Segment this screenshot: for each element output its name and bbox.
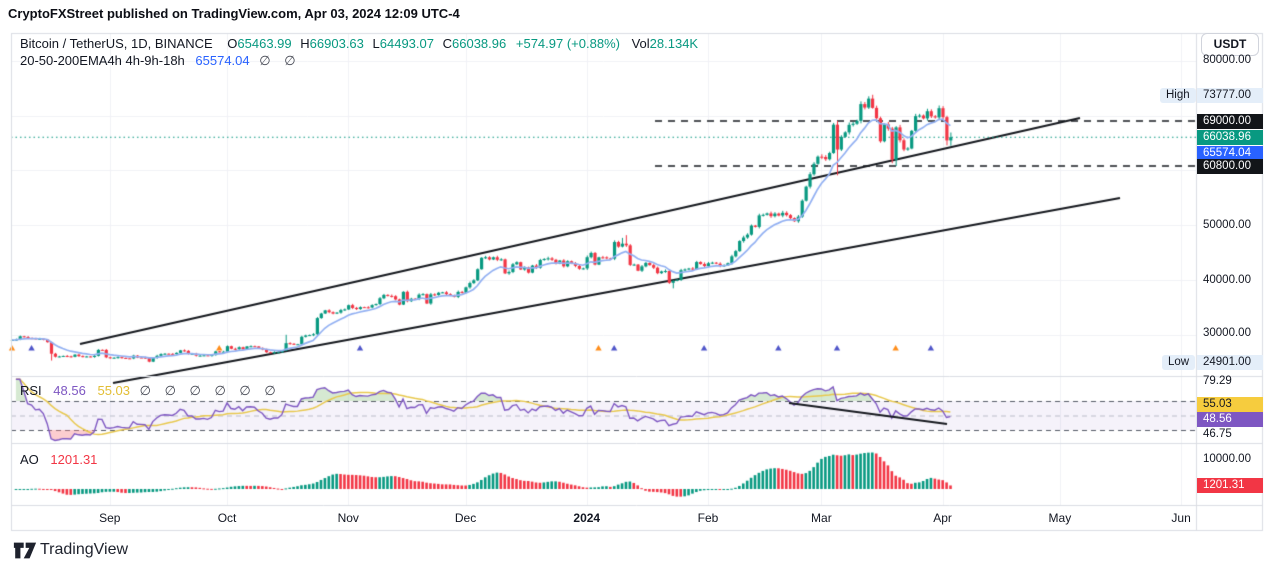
time-axis-label: Sep xyxy=(99,511,121,525)
open-label: O xyxy=(227,36,238,51)
rsi-axis-label: 55.03 xyxy=(1197,396,1263,412)
high-price-tag: High xyxy=(1160,87,1196,103)
low-value: 64493.07 xyxy=(379,36,434,51)
time-axis-label: Oct xyxy=(217,511,237,525)
high-value: 66903.63 xyxy=(309,36,364,51)
attribution-text: CryptoFXStreet published on TradingView.… xyxy=(8,6,460,21)
volume-label: Vol xyxy=(631,36,650,51)
ema-indicator-legend[interactable]: 20-50-200EMA4h 4h-9h-18h 65574.04 ∅ ∅ xyxy=(20,53,301,69)
time-axis-label: May xyxy=(1048,511,1072,525)
symbol-legend[interactable]: Bitcoin / TetherUS, 1D, BINANCE O65463.9… xyxy=(20,36,698,51)
price-level-label: 60800.00 xyxy=(1197,158,1263,174)
rsi-value: 48.56 xyxy=(53,383,86,398)
rsi-empty-values: ∅ ∅ ∅ ∅ ∅ ∅ xyxy=(139,383,281,398)
high-price-value: 73777.00 xyxy=(1197,87,1263,103)
rsi-axis-label: 79.29 xyxy=(1203,375,1232,387)
ao-indicator-legend[interactable]: AO 1201.31 xyxy=(20,452,97,467)
time-axis-label: Dec xyxy=(454,511,477,525)
close-value: 66038.96 xyxy=(452,36,507,51)
rsi-axis-label: 48.56 xyxy=(1197,411,1263,427)
high-label: H xyxy=(300,36,310,51)
low-price-value: 24901.00 xyxy=(1197,354,1263,370)
price-level-label: 69000.00 xyxy=(1197,113,1263,129)
price-axis-label: 40000.00 xyxy=(1203,274,1251,286)
open-value: 65463.99 xyxy=(237,36,292,51)
time-axis-label: Mar xyxy=(811,511,832,525)
price-level-label: 66038.96 xyxy=(1197,129,1263,145)
volume-value: 28.134K xyxy=(649,36,699,51)
tradingview-logo-icon[interactable] xyxy=(12,542,38,559)
time-axis-label: Nov xyxy=(337,511,359,525)
ema-indicator-value: 65574.04 xyxy=(195,53,250,68)
ao-value: 1201.31 xyxy=(50,452,98,467)
ao-axis-label: 1201.31 xyxy=(1197,477,1263,493)
time-axis-label: 2024 xyxy=(573,511,601,525)
low-price-tag: Low xyxy=(1162,354,1196,370)
tradingview-wordmark[interactable]: TradingView xyxy=(40,541,129,558)
currency-unit-button[interactable]: USDT xyxy=(1201,33,1259,56)
price-axis-label: 80000.00 xyxy=(1203,54,1251,66)
price-axis-label: 30000.00 xyxy=(1203,327,1251,339)
rsi-axis-label: 46.75 xyxy=(1203,428,1232,440)
ema-indicator-title: 20-50-200EMA4h 4h-9h-18h xyxy=(20,53,185,68)
ema-empty-values: ∅ ∅ xyxy=(259,53,301,68)
low-label: L xyxy=(372,36,380,51)
ao-indicator-title: AO xyxy=(20,452,39,467)
close-label: C xyxy=(442,36,453,51)
symbol-title[interactable]: Bitcoin / TetherUS, 1D, BINANCE xyxy=(20,36,213,51)
price-level-label: 65574.04 xyxy=(1197,145,1263,161)
change-value: +574.97 (+0.88%) xyxy=(515,36,620,51)
ao-axis-label: 10000.00 xyxy=(1203,453,1251,465)
time-axis-label: Apr xyxy=(933,511,952,525)
price-axis-label: 50000.00 xyxy=(1203,219,1251,231)
time-axis-label: Feb xyxy=(697,511,719,525)
rsi-indicator-title: RSI xyxy=(20,383,42,398)
rsi-ma-value: 55.03 xyxy=(97,383,131,398)
rsi-indicator-legend[interactable]: RSI 48.56 55.03 ∅ ∅ ∅ ∅ ∅ ∅ xyxy=(20,383,281,399)
time-axis-label: Jun xyxy=(1171,511,1191,525)
